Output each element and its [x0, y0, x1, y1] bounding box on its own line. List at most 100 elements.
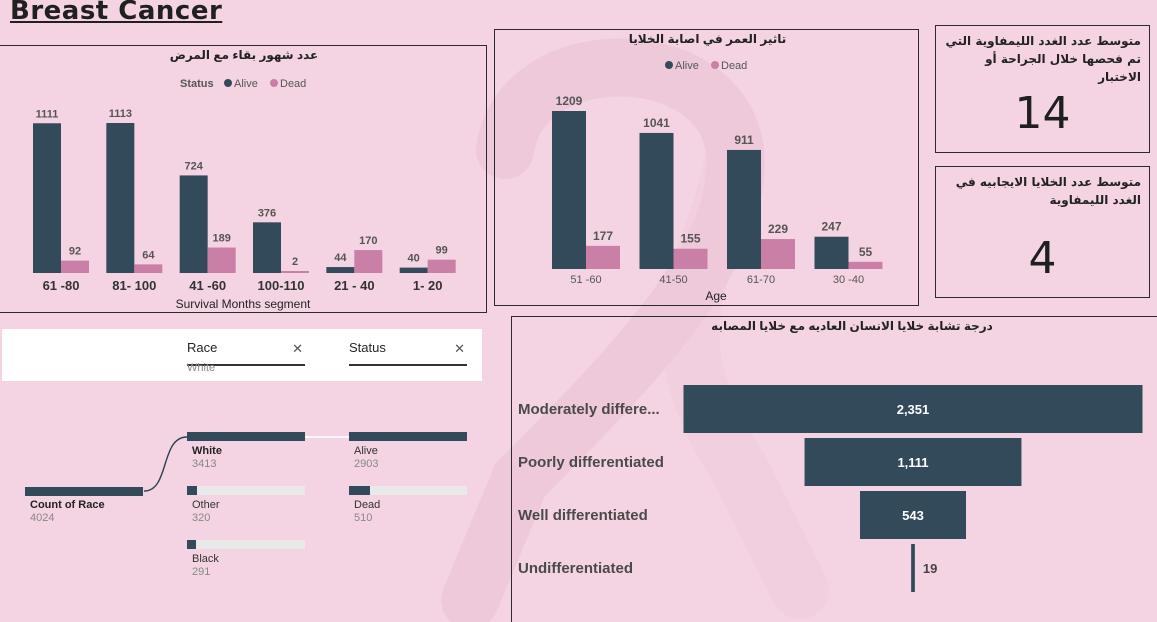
bar-alive [33, 123, 61, 274]
data-label: 64 [142, 249, 155, 261]
funnel-bar [859, 491, 967, 539]
funnel-value-label: 2,351 [897, 402, 930, 417]
x-tick-label: 1- 20 [413, 278, 443, 293]
bar-alive [552, 111, 586, 269]
funnel-category-label: Poorly differentiated [518, 454, 664, 471]
legend-label-dead: Dead [721, 60, 747, 72]
bar-alive [639, 132, 674, 269]
tree-node-other-bar[interactable] [187, 486, 305, 495]
data-label: 170 [359, 235, 377, 247]
data-label: 911 [734, 133, 754, 147]
bar-dead [281, 271, 309, 273]
funnel-value-label: 1,111 [897, 455, 928, 470]
race-filter[interactable]: Race ✕ [187, 338, 305, 374]
tree-node-other-label: Other [192, 499, 220, 511]
bar-alive [399, 267, 428, 273]
status-filter-underline [349, 364, 467, 366]
kpi-value: 14 [1014, 88, 1071, 139]
funnel-category-label: Well differentiated [518, 507, 648, 524]
tree-node-alive-bar[interactable] [349, 432, 467, 441]
bar-dead [354, 250, 383, 273]
legend-label-dead: Dead [280, 78, 306, 90]
bar-dead [427, 259, 456, 273]
differentiation-funnel-chart: درجة تشابة خلايا الانسان العاديه مع خلاي… [518, 319, 1143, 592]
kpi-card-lymph-nodes-examined: متوسط عدد الغدد الليمفاوية التي تم فحصها… [935, 25, 1150, 153]
legend-marker-alive [224, 79, 232, 87]
tree-node-dead-label: Dead [354, 499, 381, 511]
bar-alive [253, 222, 281, 273]
age-chart-panel[interactable]: تاثير العمر في اصابة الخلايا Alive Dead 120… [494, 29, 919, 306]
data-label: 2 [292, 256, 298, 268]
data-label: 99 [436, 245, 448, 257]
funnel-category-label: Undifferentiated [518, 560, 633, 577]
bar-alive [179, 175, 208, 273]
filter-bar: Race ✕ Status ✕ [2, 329, 482, 381]
x-axis-label: Survival Months segment [176, 297, 311, 311]
kpi-value: 4 [1028, 233, 1057, 284]
x-tick-label: 100-110 [258, 278, 305, 293]
x-tick-label: 61 -80 [43, 278, 80, 293]
clear-race-filter-icon[interactable]: ✕ [292, 341, 303, 356]
chart-title: درجة تشابة خلايا الانسان العاديه مع خلاي… [711, 319, 993, 333]
race-filter-selection: White [187, 362, 216, 374]
legend-marker-dead [711, 61, 719, 69]
bar-alive [814, 236, 849, 269]
x-tick-label: 21 - 40 [334, 278, 374, 293]
legend-label-alive: Alive [675, 60, 699, 72]
bar-dead [134, 264, 163, 273]
funnel-value-label: 19 [923, 561, 937, 576]
data-label: 189 [212, 233, 230, 245]
tree-node-dead-value: 510 [354, 512, 373, 524]
legend-marker-alive [665, 61, 673, 69]
bar-dead [586, 245, 620, 269]
clear-status-filter-icon[interactable]: ✕ [454, 341, 465, 356]
tree-node-other-value: 320 [192, 512, 211, 524]
survival-chart-panel[interactable]: عدد شهور بقاء مع المرض Status Alive Dead 111… [0, 45, 487, 313]
data-label: 376 [258, 207, 276, 219]
survival-months-chart: عدد شهور بقاء مع المرض Status Alive Dead 111… [33, 48, 456, 311]
tree-root-bar[interactable] [25, 487, 143, 496]
race-filter-underline [187, 364, 305, 366]
funnel-bar [683, 385, 1143, 433]
data-label: 1113 [109, 108, 132, 120]
x-tick-label: 51 -60 [570, 274, 601, 286]
kpi-title: متوسط عدد الغدد الليمفاوية التي تم فحصها… [945, 34, 1142, 84]
page-title: Breast Cancer [10, 0, 223, 26]
x-tick-label: 41 -60 [189, 278, 226, 293]
data-label: 44 [334, 252, 347, 264]
kpi-card-positive-nodes: متوسط عدد الخلايا الايجابيه في الغدد الل… [935, 166, 1150, 298]
status-filter[interactable]: Status ✕ [349, 338, 467, 374]
race-filter-label: Race [187, 340, 218, 355]
funnel-bar [804, 438, 1022, 486]
x-tick-label: 41-50 [659, 274, 687, 286]
tree-root-label: Count of Race [30, 499, 105, 511]
legend-title: Status [180, 78, 214, 90]
chart-title: عدد شهور بقاء مع المرض [170, 48, 318, 63]
bar-dead [848, 261, 883, 269]
tree-node-alive-value: 2903 [354, 458, 379, 470]
data-label: 247 [821, 220, 841, 234]
kpi-title: متوسط عدد الخلايا الايجابيه في الغدد الل… [955, 175, 1141, 207]
data-label: 40 [408, 253, 420, 265]
bar-dead [761, 239, 795, 269]
bar-dead [61, 260, 89, 273]
data-label: 1041 [643, 116, 670, 130]
data-label: 55 [859, 245, 873, 259]
tree-node-dead-bar[interactable] [349, 486, 467, 495]
data-label: 229 [768, 222, 788, 236]
differentiation-chart-panel[interactable]: درجة تشابة خلايا الانسان العاديه مع خلاي… [511, 316, 1157, 622]
data-label: 1209 [556, 94, 583, 108]
tree-node-alive-label: Alive [354, 445, 378, 457]
legend-marker-dead [270, 79, 278, 87]
tree-node-white-value: 3413 [192, 458, 217, 470]
x-tick-label: 61-70 [747, 274, 775, 286]
data-label: 1111 [36, 108, 59, 120]
funnel-value-label: 543 [902, 508, 924, 523]
data-label: 177 [593, 229, 613, 243]
data-label: 155 [680, 232, 700, 246]
bar-alive [727, 149, 761, 269]
bar-alive [326, 267, 355, 273]
tree-node-black-bar[interactable] [187, 540, 305, 549]
chart-title: تاثير العمر في اصابة الخلايا [629, 32, 787, 46]
tree-node-white-bar[interactable] [187, 432, 305, 441]
